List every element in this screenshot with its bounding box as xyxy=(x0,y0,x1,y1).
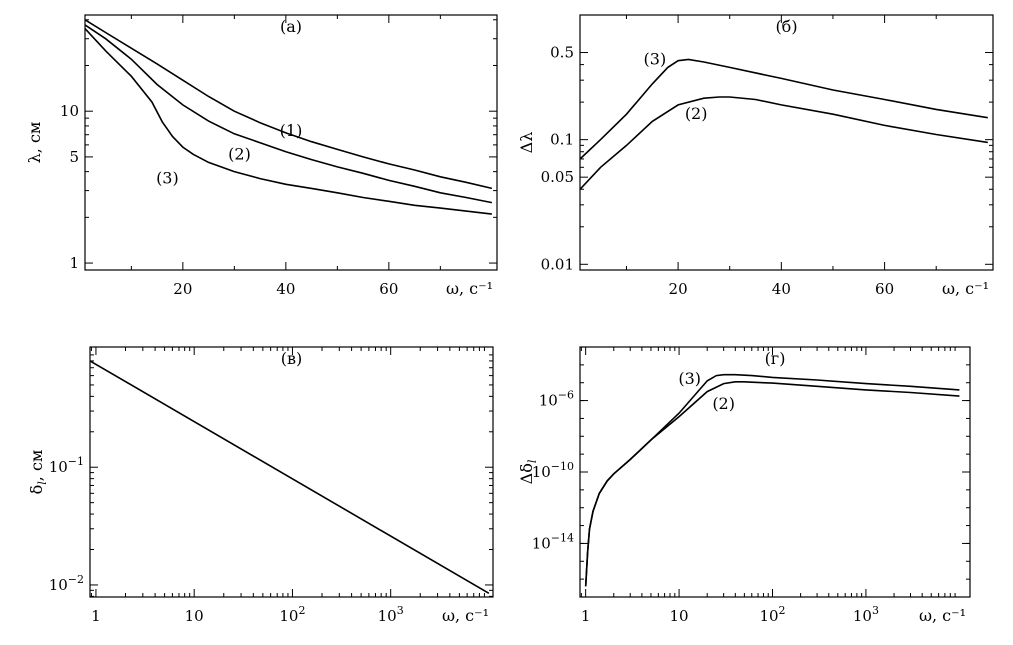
y-tick-label: 10−6 xyxy=(539,389,574,410)
y-axis-label: Δλ xyxy=(517,132,536,154)
x-tick-label: 20 xyxy=(173,280,192,298)
x-tick-label: 60 xyxy=(875,280,894,298)
x-axis-label: ω, с⁻¹ xyxy=(942,279,989,298)
x-tick-label-base: 10 xyxy=(378,607,397,625)
panel-2: (б) 20 40 60 0.01 0.05 0.1 0.5 ω, с⁻¹ Δλ (3) (2) xyxy=(517,14,994,298)
series-label: (2) xyxy=(685,104,708,123)
y-tick-label: 10−2 xyxy=(49,573,84,594)
y-tick-label-base: 0.05 xyxy=(541,168,574,186)
y-tick-label: 1 xyxy=(69,254,79,272)
x-tick-label: 40 xyxy=(276,280,295,298)
plot-frame xyxy=(89,346,494,598)
y-tick-label-base: 10 xyxy=(60,102,79,120)
plot-frame xyxy=(579,346,971,598)
y-tick-label-base: 10 xyxy=(532,534,551,552)
x-tick-label-base: 10 xyxy=(759,607,778,625)
x-tick-label: 1 xyxy=(91,607,101,625)
series-label: (1) xyxy=(280,121,303,140)
series-label: (2) xyxy=(712,394,735,413)
x-tick-label: 20 xyxy=(669,280,688,298)
y-tick-label-exp: −2 xyxy=(68,573,84,586)
x-tick-label-base: 10 xyxy=(279,607,298,625)
series-label: (3) xyxy=(678,369,701,388)
series-label: (3) xyxy=(644,49,667,68)
x-tick-label: 102 xyxy=(759,604,785,625)
y-tick-label: 10−10 xyxy=(532,460,574,481)
y-tick-label: 0.01 xyxy=(541,255,574,273)
series-label: (2) xyxy=(228,144,251,163)
y-axis-label: λ, см xyxy=(25,122,44,164)
series-line-3 xyxy=(84,28,492,215)
y-tick-label-base: 5 xyxy=(69,148,79,166)
series-line-1 xyxy=(84,19,493,190)
plot-frame xyxy=(84,14,498,271)
panel-label: (в) xyxy=(281,349,303,368)
x-tick-label-base: 10 xyxy=(185,607,204,625)
y-tick-label: 10−14 xyxy=(532,531,574,552)
series-label: (3) xyxy=(156,169,179,188)
x-tick-label-exp: 2 xyxy=(298,604,305,617)
y-axis-label: Δδl xyxy=(517,459,539,484)
x-tick-label-exp: 2 xyxy=(779,604,786,617)
panel-label: (а) xyxy=(280,17,302,36)
series-line-2 xyxy=(84,24,493,204)
y-tick-label-exp: −10 xyxy=(551,460,574,473)
x-tick-label: 10 xyxy=(185,607,204,625)
y-tick-label: 0.5 xyxy=(550,44,574,62)
x-tick-label: 102 xyxy=(279,604,305,625)
y-tick-label-exp: −6 xyxy=(558,389,574,402)
series-line-1 xyxy=(579,58,988,160)
x-tick-label-base: 1 xyxy=(91,607,101,625)
y-tick-label-base: 10 xyxy=(539,392,558,410)
y-tick-label: 0.1 xyxy=(550,131,574,149)
x-tick-label: 103 xyxy=(853,604,879,625)
panel-1: (а) 20 40 60 1 5 10 ω, с⁻¹ λ, см (1) (2) (3) xyxy=(25,14,498,298)
x-tick-label: 60 xyxy=(379,280,398,298)
x-axis-label: ω, с⁻¹ xyxy=(442,606,489,625)
series-line-1 xyxy=(584,373,960,587)
plot-frame xyxy=(579,14,994,271)
y-tick-label: 0.05 xyxy=(541,168,574,186)
y-tick-label-exp: −14 xyxy=(551,531,574,544)
x-tick-label-base: 10 xyxy=(853,607,872,625)
y-tick-label-exp: −1 xyxy=(68,455,84,468)
y-tick-label-base: 1 xyxy=(69,254,79,272)
x-tick-label: 1 xyxy=(581,607,591,625)
series-line-1 xyxy=(89,360,490,594)
panel-label: (г) xyxy=(765,349,786,368)
y-tick-label-base: 0.1 xyxy=(550,131,574,149)
y-tick-label-base: 0.01 xyxy=(541,255,574,273)
series-line-2 xyxy=(579,96,988,190)
x-tick-label: 40 xyxy=(772,280,791,298)
x-tick-label-base: 10 xyxy=(670,607,689,625)
y-tick-label-base: 10 xyxy=(49,458,68,476)
x-axis-label: ω, с⁻¹ xyxy=(446,279,493,298)
x-axis-label: ω, с⁻¹ xyxy=(919,606,966,625)
x-tick-label-exp: 3 xyxy=(397,604,404,617)
y-axis-label: δl, см xyxy=(27,450,49,495)
y-tick-label-base: 10 xyxy=(532,463,551,481)
y-tick-label-base: 0.5 xyxy=(550,44,574,62)
x-tick-label-exp: 3 xyxy=(872,604,879,617)
y-tick-label: 10 xyxy=(60,102,79,120)
y-tick-label: 10−1 xyxy=(49,455,84,476)
y-tick-label-base: 10 xyxy=(49,576,68,594)
x-tick-label-base: 1 xyxy=(581,607,591,625)
series-line-2 xyxy=(584,381,960,587)
y-tick-label: 5 xyxy=(69,148,79,166)
x-tick-label: 10 xyxy=(670,607,689,625)
x-tick-label: 103 xyxy=(378,604,404,625)
panel-label: (б) xyxy=(775,17,797,36)
